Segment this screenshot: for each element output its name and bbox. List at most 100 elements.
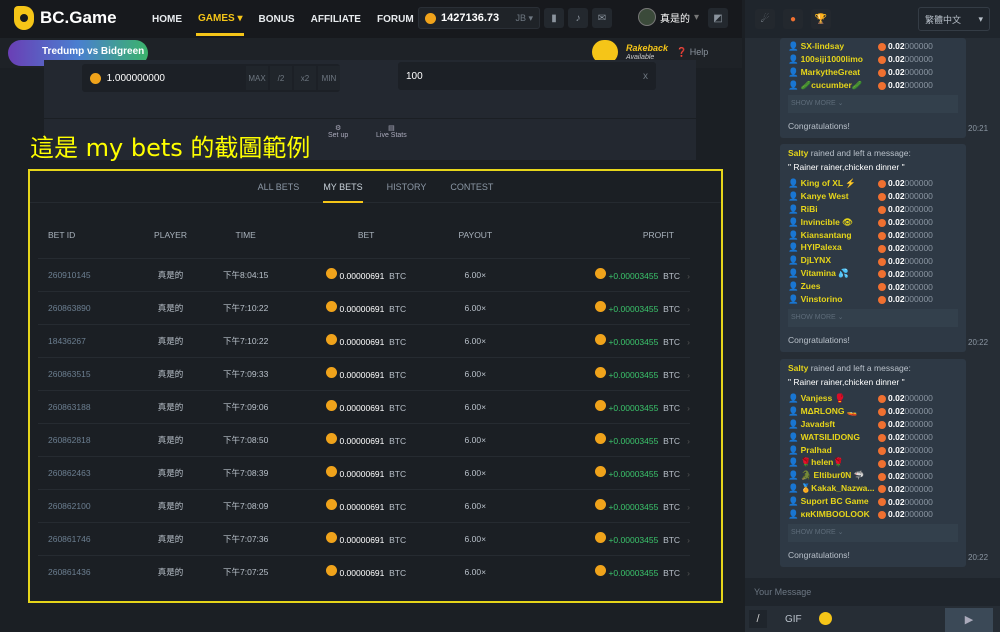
- emoji-icon[interactable]: [819, 612, 832, 625]
- chat-rain-message: Salty rained and left a message: " Rainer…: [780, 359, 966, 567]
- send-button[interactable]: ▶: [945, 608, 993, 632]
- coin-icon: [878, 511, 886, 520]
- language-select[interactable]: 繁體中文 ▾: [918, 7, 990, 31]
- rain-quote: " Rainer rainer,chicken dinner ": [788, 162, 905, 172]
- multiplier-input[interactable]: 100 x: [398, 62, 656, 90]
- nav-forum[interactable]: FORUM: [376, 13, 414, 25]
- btc-coin-icon: [326, 334, 338, 345]
- bet-id[interactable]: 260863890: [38, 290, 139, 324]
- bet-id[interactable]: 260863515: [38, 356, 139, 390]
- profit: +0.00003455 BTC ›: [507, 290, 690, 324]
- mail-icon[interactable]: ✉: [592, 8, 612, 28]
- currency-select[interactable]: JB ▾: [515, 12, 533, 23]
- coin-icon: [878, 283, 886, 292]
- sender-name[interactable]: Salty: [788, 148, 809, 158]
- command-button[interactable]: /: [749, 610, 767, 628]
- bet-id[interactable]: 18436267: [38, 323, 139, 357]
- bet-id[interactable]: 260862818: [38, 422, 139, 456]
- coin-icon: [878, 472, 886, 481]
- nav-home[interactable]: HOME: [152, 13, 182, 25]
- half-button[interactable]: /2: [270, 66, 292, 90]
- sender-name[interactable]: Salty: [788, 363, 809, 373]
- table-row[interactable]: 260863515 真是的 下午7:09:33 0.00000691 BTC 6…: [38, 356, 690, 390]
- chevron-right-icon[interactable]: ›: [687, 436, 690, 446]
- show-more-button[interactable]: SHOW MORE ⌄: [788, 94, 958, 113]
- table-row[interactable]: 18436267 真是的 下午7:10:22 0.00000691 BTC 6.…: [38, 323, 690, 357]
- tab-contest[interactable]: CONTEST: [450, 181, 494, 192]
- tab-my-bets[interactable]: MY BETS: [323, 171, 364, 203]
- chat-rain-message: 👤 SX-lindsay 0.02000000 👤 100siji1000limo 0.0…: [780, 38, 966, 138]
- coin-icon: [878, 420, 886, 429]
- rakeback-button[interactable]: Rakeback Available: [626, 43, 669, 62]
- btc-coin-icon: [326, 532, 338, 543]
- rocket-icon[interactable]: ☄: [755, 9, 775, 29]
- setup-button[interactable]: ⚙ Set up: [328, 125, 349, 139]
- payout: 6.00×: [442, 488, 508, 522]
- payout: 6.00×: [442, 257, 508, 291]
- nav-affiliate[interactable]: AFFILIATE: [310, 13, 361, 25]
- bet-id[interactable]: 260863188: [38, 389, 139, 423]
- user-icon: 👤: [788, 40, 799, 51]
- help-button[interactable]: ❓ Help: [676, 47, 709, 57]
- tab-all-bets[interactable]: ALL BETS: [257, 181, 300, 192]
- fire-icon[interactable]: ●: [783, 9, 803, 29]
- coin-icon: [878, 193, 886, 202]
- table-row[interactable]: 260861436 真是的 下午7:07:25 0.00000691 BTC 6…: [38, 554, 690, 588]
- nav-games[interactable]: GAMES ▾: [195, 0, 245, 38]
- rain-recipient: 👤 Suport BC Game 0.02000000: [788, 496, 933, 507]
- show-more-button[interactable]: SHOW MORE ⌄: [788, 523, 958, 542]
- chevron-right-icon[interactable]: ›: [687, 502, 690, 512]
- col-bet-id: BET ID: [48, 230, 76, 241]
- trophy-icon[interactable]: 🏆: [811, 9, 831, 29]
- chat-panel: ☄ ● 🏆 繁體中文 ▾ 👤 SX-lindsay 0.02000000 👤 100sij…: [745, 0, 1000, 632]
- bet-amount-input[interactable]: 1.000000000 MAX /2 x2 MIN: [82, 64, 340, 92]
- chat-rain-message: Salty rained and left a message: " Rainer…: [780, 144, 966, 352]
- user-icon: 👤: [788, 444, 799, 455]
- chevron-right-icon[interactable]: ›: [687, 403, 690, 413]
- table-row[interactable]: 260863890 真是的 下午7:10:22 0.00000691 BTC 6…: [38, 290, 690, 324]
- live-stats-button[interactable]: ▤ Live Stats: [376, 125, 407, 139]
- bell-icon[interactable]: ♪: [568, 8, 588, 28]
- bets-table: BET ID PLAYER TIME BET PAYOUT PROFIT 260…: [38, 213, 690, 588]
- chevron-right-icon[interactable]: ›: [687, 304, 690, 314]
- chevron-right-icon[interactable]: ›: [687, 271, 690, 281]
- table-row[interactable]: 260862463 真是的 下午7:08:39 0.00000691 BTC 6…: [38, 455, 690, 489]
- bet-id[interactable]: 260862463: [38, 455, 139, 489]
- chevron-right-icon[interactable]: ›: [687, 535, 690, 545]
- table-row[interactable]: 260862100 真是的 下午7:08:09 0.00000691 BTC 6…: [38, 488, 690, 522]
- bet-id[interactable]: 260910145: [38, 257, 139, 291]
- chevron-right-icon[interactable]: ›: [687, 568, 690, 579]
- chevron-right-icon[interactable]: ›: [687, 337, 690, 347]
- chat-toggle-icon[interactable]: ◩: [708, 8, 728, 28]
- chevron-right-icon[interactable]: ›: [687, 469, 690, 479]
- table-row[interactable]: 260910145 真是的 下午8:04:15 0.00000691 BTC 6…: [38, 257, 690, 291]
- time: 下午7:08:39: [202, 455, 290, 489]
- btc-coin-icon: [326, 466, 338, 477]
- coin-icon: [878, 205, 886, 214]
- payout: 6.00×: [442, 323, 508, 357]
- tab-history[interactable]: HISTORY: [386, 181, 427, 192]
- balance-display[interactable]: 1427136.73 JB ▾: [418, 7, 540, 29]
- table-row[interactable]: 260863188 真是的 下午7:09:06 0.00000691 BTC 6…: [38, 389, 690, 423]
- table-row[interactable]: 260862818 真是的 下午7:08:50 0.00000691 BTC 6…: [38, 422, 690, 456]
- double-button[interactable]: x2: [294, 66, 316, 90]
- nav-bonus[interactable]: BONUS: [258, 13, 295, 25]
- bet-id[interactable]: 260861436: [38, 554, 139, 588]
- rain-recipient: 👤 DjLYNX 0.02000000: [788, 255, 933, 266]
- user-icon: 👤: [788, 255, 799, 266]
- bet-id[interactable]: 260862100: [38, 488, 139, 522]
- user-icon: 👤: [788, 268, 799, 279]
- show-more-button[interactable]: SHOW MORE ⌄: [788, 308, 958, 327]
- user-menu[interactable]: 真是的 ▾: [638, 8, 699, 26]
- gif-button[interactable]: GIF: [785, 614, 802, 625]
- btc-coin-icon: [595, 268, 607, 279]
- rain-recipient: 👤 🥒cucumber🥒 0.02000000: [788, 79, 933, 91]
- min-button[interactable]: MIN: [318, 66, 340, 90]
- message-input[interactable]: Your Message: [745, 578, 1000, 606]
- brand-logo[interactable]: BC.Game: [14, 6, 117, 30]
- wallet-icon[interactable]: ▮: [544, 8, 564, 28]
- bet-id[interactable]: 260861746: [38, 521, 139, 555]
- max-button[interactable]: MAX: [246, 66, 268, 90]
- chevron-right-icon[interactable]: ›: [687, 370, 690, 380]
- table-row[interactable]: 260861746 真是的 下午7:07:36 0.00000691 BTC 6…: [38, 521, 690, 555]
